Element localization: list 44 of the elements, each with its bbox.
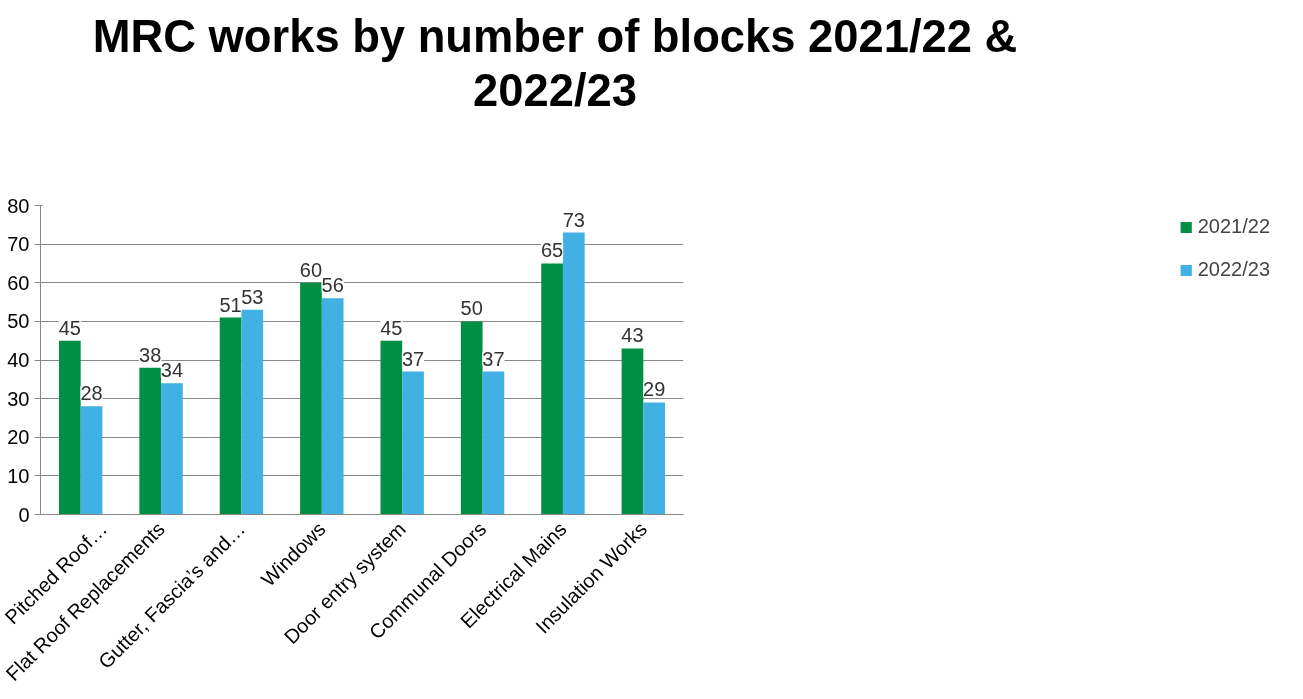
data-label: 29 [643,378,666,401]
y-tick-label: 30 [7,387,30,410]
y-tick-label: 20 [7,426,30,449]
y-tick-label: 40 [7,349,30,371]
bar [460,321,483,515]
bar [380,340,403,515]
data-label: 34 [160,359,184,382]
data-label: 65 [540,239,564,262]
y-tick-label: 60 [7,271,30,294]
y-tick-label: 10 [7,464,30,487]
data-label: 45 [380,316,403,339]
data-label: 37 [482,347,505,370]
data-label: 73 [562,208,585,231]
y-tick-label: 0 [18,503,30,526]
legend-label: 2022/23 [1197,258,1270,281]
data-label: 45 [58,316,81,339]
chart-title: MRC works by number of blocks 2021/22 & 2022/23 [91,10,1019,119]
data-label: 50 [460,297,483,320]
bar [58,340,81,515]
bar [161,383,183,515]
bar [139,367,162,515]
bar [402,371,424,515]
y-tick-label: 50 [7,310,30,333]
bar [482,371,505,515]
data-label: 53 [241,285,264,308]
bar [241,309,264,515]
bar [621,348,644,515]
y-tick-label: 80 [7,194,30,217]
data-label: 43 [621,324,644,347]
data-label: 37 [401,347,425,370]
bar [219,317,242,515]
data-label: 38 [139,343,162,366]
data-label: 60 [299,258,323,281]
bar [321,298,344,515]
bar [300,282,322,515]
data-label: 51 [219,293,242,316]
legend-label: 2021/22 [1197,215,1270,238]
bar [541,263,563,515]
data-label: 28 [80,382,103,405]
bar [643,402,666,515]
bar [562,232,585,515]
y-tick-label: 70 [7,233,30,256]
bar [80,406,103,515]
data-label: 56 [321,274,344,297]
